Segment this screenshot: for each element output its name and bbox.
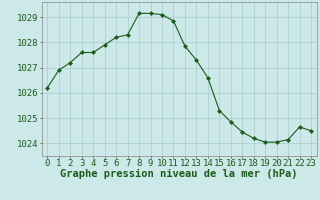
X-axis label: Graphe pression niveau de la mer (hPa): Graphe pression niveau de la mer (hPa) bbox=[60, 169, 298, 179]
